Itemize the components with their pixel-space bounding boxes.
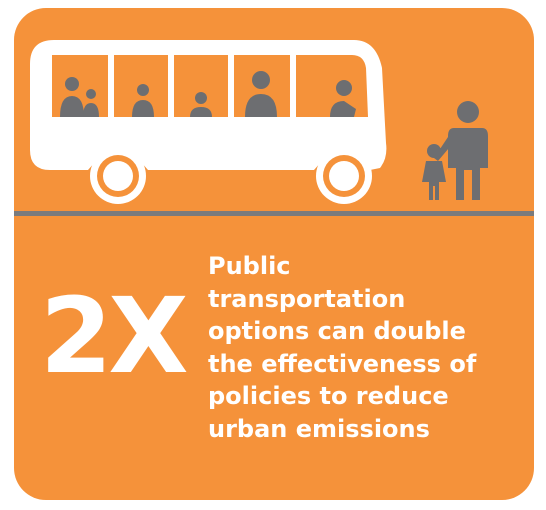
message-line: the effectiveness of — [208, 348, 476, 381]
page: {"stat": "2X", "message_lines": ["Public… — [0, 0, 546, 510]
message-line: transportation — [208, 283, 476, 316]
big-stat: 2X — [40, 276, 190, 396]
message-line: options can double — [208, 315, 476, 348]
message-line: Public — [208, 250, 476, 283]
ground-line — [14, 211, 534, 216]
pedestrians — [422, 101, 488, 200]
message-line: policies to reduce — [208, 380, 476, 413]
message-line: urban emissions — [208, 413, 476, 446]
bus — [30, 40, 386, 204]
